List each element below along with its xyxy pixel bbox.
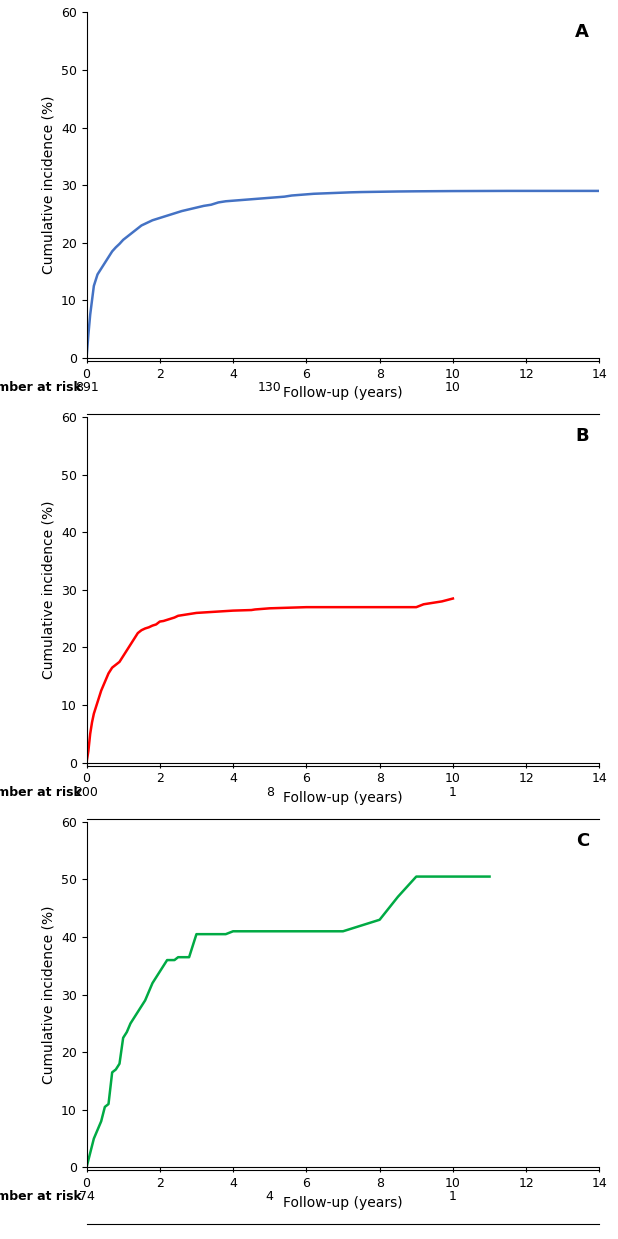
Text: 10: 10 (445, 382, 461, 394)
Text: Number at risk: Number at risk (0, 1191, 82, 1203)
Text: Number at risk: Number at risk (0, 382, 82, 394)
Text: 1: 1 (449, 786, 457, 799)
X-axis label: Follow-up (years): Follow-up (years) (283, 1196, 403, 1209)
Text: 130: 130 (258, 382, 282, 394)
Text: B: B (575, 427, 589, 446)
Text: 200: 200 (75, 786, 98, 799)
Text: 1: 1 (449, 1191, 457, 1203)
Text: 74: 74 (78, 1191, 95, 1203)
Text: 891: 891 (75, 382, 98, 394)
Text: 4: 4 (266, 1191, 274, 1203)
Text: A: A (575, 22, 589, 41)
Y-axis label: Cumulative incidence (%): Cumulative incidence (%) (41, 906, 55, 1084)
X-axis label: Follow-up (years): Follow-up (years) (283, 790, 403, 805)
Y-axis label: Cumulative incidence (%): Cumulative incidence (%) (41, 95, 55, 274)
Y-axis label: Cumulative incidence (%): Cumulative incidence (%) (41, 501, 55, 679)
Text: C: C (576, 833, 589, 850)
Text: Number at risk: Number at risk (0, 786, 82, 799)
X-axis label: Follow-up (years): Follow-up (years) (283, 387, 403, 400)
Text: 8: 8 (266, 786, 274, 799)
